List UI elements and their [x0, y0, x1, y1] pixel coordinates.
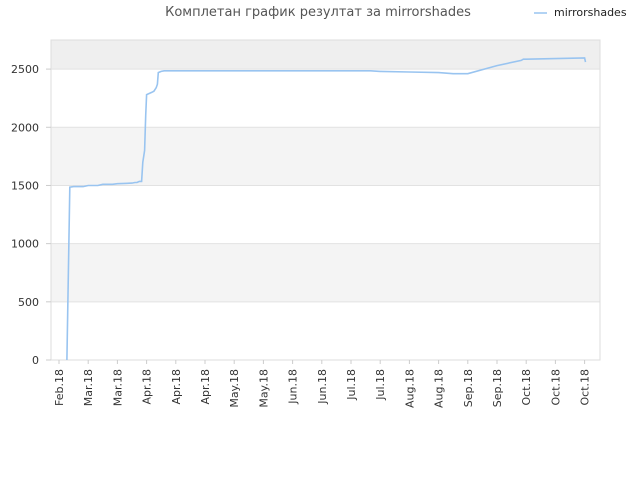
x-tick-label: Feb.18: [53, 369, 66, 406]
x-tick-label: Mar.18: [111, 369, 124, 406]
x-tick-label: Apr.18: [170, 369, 183, 405]
x-tick-label: May.18: [257, 369, 270, 408]
y-tick-label: 2000: [11, 121, 39, 134]
x-tick-label: Aug.18: [403, 369, 416, 408]
x-tick-label: Jul.18: [345, 369, 358, 401]
y-tick-label: 500: [18, 296, 39, 309]
background-band: [51, 243, 600, 302]
series-line-mirrorshades: [66, 57, 587, 361]
x-tick-label: May.18: [228, 369, 241, 408]
x-tick-label: Jun.18: [287, 369, 300, 405]
background-bands: [51, 40, 600, 360]
chart-title: Комплетан график резултат за mirrorshade…: [165, 5, 471, 20]
legend[interactable]: mirrorshades: [534, 6, 627, 19]
x-tick-label: Sep.18: [491, 369, 504, 407]
y-tick-label: 2500: [11, 63, 39, 76]
x-tick-label: Oct.18: [520, 369, 533, 406]
y-tick-label: 0: [32, 354, 39, 367]
series-layer: [66, 57, 587, 361]
x-tick-label: Mar.18: [82, 369, 95, 406]
background-band: [51, 40, 600, 70]
background-band: [51, 127, 600, 186]
plot-area: [50, 39, 601, 361]
x-tick-label: Jul.18: [374, 369, 387, 401]
background-band: [51, 185, 600, 244]
y-tick-label: 1000: [11, 238, 39, 251]
x-axis-ticks: Feb.18 Mar.18 Mar.18 Apr.18 Apr.18 Apr.18 May.…: [53, 360, 592, 408]
y-axis-ticks: 0 500 1000 1500 2000 2500: [11, 63, 51, 367]
x-tick-label: Apr.18: [199, 369, 212, 405]
x-tick-label: Oct.18: [549, 369, 562, 406]
x-tick-label: Jun.18: [316, 369, 329, 405]
background-band: [51, 69, 600, 128]
legend-label-mirrorshades: mirrorshades: [554, 6, 627, 19]
background-band: [51, 301, 600, 360]
x-tick-label: Apr.18: [141, 369, 154, 405]
y-tick-label: 1500: [11, 179, 39, 192]
x-tick-label: Aug.18: [433, 369, 446, 408]
x-tick-label: Sep.18: [462, 369, 475, 407]
x-tick-label: Oct.18: [579, 369, 592, 406]
